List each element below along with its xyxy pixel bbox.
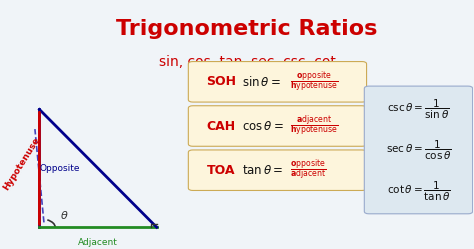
Text: Opposite: Opposite (39, 164, 80, 173)
Text: TOA: TOA (206, 164, 235, 177)
Text: $\cot\theta=\dfrac{1}{\tan\theta}$: $\cot\theta=\dfrac{1}{\tan\theta}$ (386, 180, 450, 203)
Text: CAH: CAH (206, 120, 236, 132)
Text: sin, cos, tan, sec, csc, cot: sin, cos, tan, sec, csc, cot (158, 56, 336, 69)
FancyBboxPatch shape (188, 106, 366, 146)
Text: $\frac{\mathrm{\mathbf{o}pposite}}{\mathrm{\mathbf{a}djacent}}$: $\frac{\mathrm{\mathbf{o}pposite}}{\math… (290, 157, 326, 183)
Text: Trigonometric Ratios: Trigonometric Ratios (116, 19, 378, 39)
Text: Hypotenuse: Hypotenuse (1, 135, 41, 192)
Text: $\csc\theta=\dfrac{1}{\sin\theta}$: $\csc\theta=\dfrac{1}{\sin\theta}$ (387, 98, 450, 121)
FancyBboxPatch shape (188, 62, 366, 102)
Text: SOH: SOH (206, 75, 237, 88)
Text: $\sin\theta=$: $\sin\theta=$ (243, 75, 282, 89)
Text: $\frac{\mathrm{\mathbf{a}djacent}}{\mathrm{\mathbf{h}ypotenuse}}$: $\frac{\mathrm{\mathbf{a}djacent}}{\math… (290, 113, 338, 139)
Text: Adjacent: Adjacent (78, 238, 118, 247)
FancyBboxPatch shape (365, 86, 473, 214)
Text: $\cos\theta=$: $\cos\theta=$ (243, 120, 284, 132)
Text: $\tan\theta=$: $\tan\theta=$ (243, 164, 284, 177)
FancyBboxPatch shape (188, 150, 366, 190)
Text: $\theta$: $\theta$ (60, 209, 69, 221)
Text: $\sec\theta=\dfrac{1}{\cos\theta}$: $\sec\theta=\dfrac{1}{\cos\theta}$ (385, 139, 451, 162)
Text: $\frac{\mathrm{\mathbf{o}pposite}}{\mathrm{\mathbf{h}ypotenuse}}$: $\frac{\mathrm{\mathbf{o}pposite}}{\math… (290, 69, 338, 95)
